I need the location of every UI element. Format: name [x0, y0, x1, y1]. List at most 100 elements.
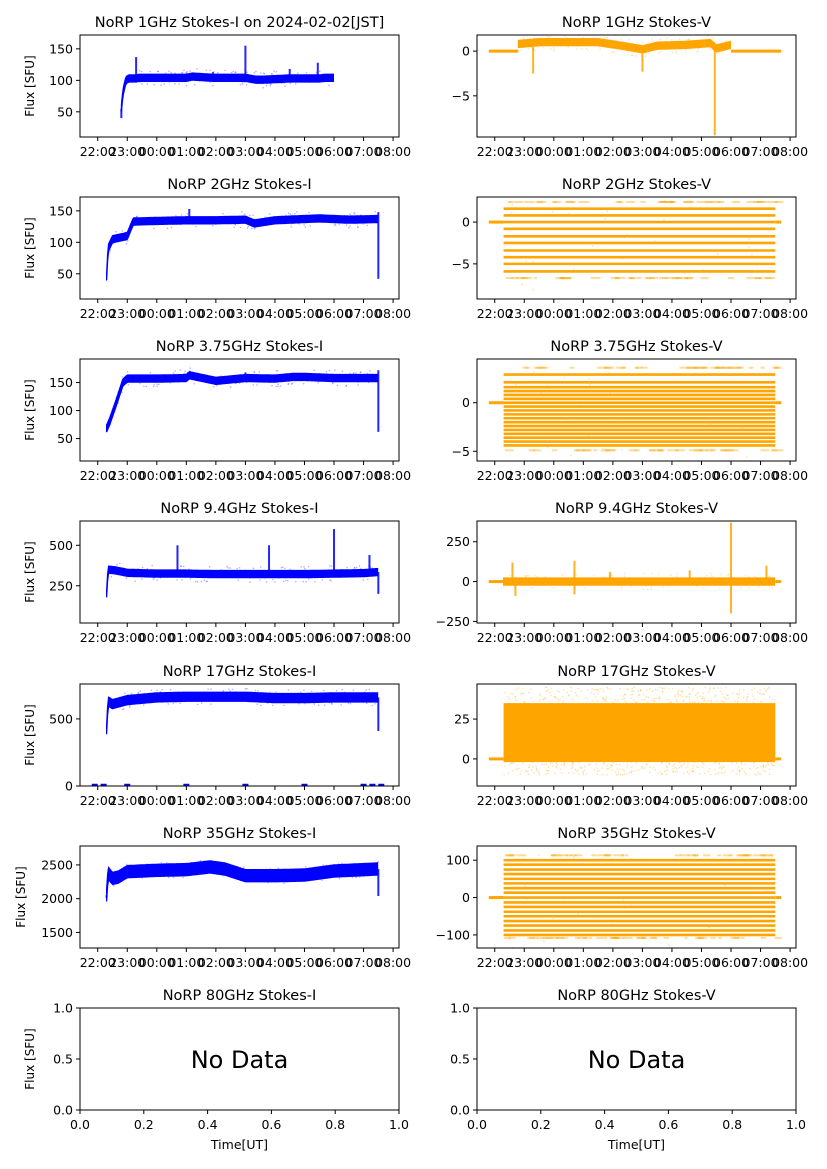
data-point — [124, 696, 127, 698]
data-point — [231, 219, 234, 221]
data-point — [233, 380, 235, 383]
x-axis-label: Time[UT] — [210, 1137, 268, 1152]
data-point — [241, 378, 244, 380]
data-point — [273, 70, 275, 72]
data-point — [246, 71, 248, 74]
data-point — [227, 567, 229, 569]
data-point — [251, 79, 253, 82]
data-point — [503, 773, 505, 776]
data-point — [701, 579, 703, 582]
data-point — [218, 873, 221, 876]
data-point — [563, 764, 565, 767]
data-point — [687, 762, 689, 765]
data-point — [559, 414, 562, 417]
data-point — [582, 36, 585, 39]
x-tick-label: 07:00 — [743, 306, 779, 321]
data-point — [549, 36, 551, 38]
x-tick-label: 07:00 — [743, 955, 779, 970]
data-point — [198, 221, 201, 223]
data-point — [759, 689, 762, 691]
data-point — [692, 767, 694, 770]
data-point — [703, 576, 705, 579]
data-point — [574, 768, 577, 771]
data-point — [691, 689, 694, 692]
data-point — [375, 867, 377, 869]
plot-area — [91, 687, 385, 786]
data-level-point — [672, 277, 679, 280]
data-point — [280, 566, 283, 569]
data-level-point — [610, 936, 619, 939]
data-point — [138, 377, 140, 379]
data-point — [676, 767, 678, 770]
data-level-point — [537, 936, 545, 939]
data-point — [123, 83, 126, 85]
data-point — [760, 773, 762, 776]
data-point — [249, 581, 251, 583]
data-point — [658, 697, 661, 700]
data-point — [159, 577, 162, 579]
data-point — [287, 689, 290, 691]
data-point — [115, 396, 118, 399]
data-point — [287, 78, 289, 80]
data-point — [203, 375, 206, 378]
data-point — [317, 80, 319, 83]
data-level-point — [596, 366, 608, 369]
data-point — [570, 454, 573, 456]
data-point — [674, 696, 677, 698]
data-point — [238, 382, 241, 385]
data-point — [514, 383, 517, 386]
data-point — [349, 868, 351, 871]
data-point — [230, 222, 232, 224]
x-tick-label: 0.4 — [595, 1117, 615, 1132]
data-point — [288, 380, 290, 383]
data-point — [329, 579, 331, 581]
data-point — [713, 41, 716, 43]
y-tick-label: 1.0 — [450, 1001, 470, 1016]
data-point — [170, 72, 173, 74]
data-point — [585, 773, 588, 776]
data-point — [767, 687, 769, 690]
x-tick-label: 0.6 — [261, 1117, 281, 1132]
data-point — [753, 698, 756, 700]
data-level-point — [746, 201, 755, 204]
data-point — [209, 69, 212, 72]
data-point — [693, 761, 696, 764]
data-point — [747, 587, 750, 589]
data-point — [645, 585, 648, 587]
data-point — [172, 702, 175, 705]
data-level-point — [505, 277, 514, 280]
data-point — [563, 897, 565, 900]
data-point — [142, 217, 145, 220]
data-point — [347, 873, 349, 876]
data-point — [227, 869, 229, 872]
plot-area — [488, 366, 784, 461]
data-point — [156, 689, 159, 692]
data-point — [608, 371, 611, 374]
data-point — [143, 385, 145, 388]
data-level-point — [569, 366, 575, 369]
data-point — [174, 218, 176, 221]
data-point — [344, 377, 347, 379]
chart-title: NoRP 1GHz Stokes-V — [562, 15, 711, 31]
data-point — [532, 700, 534, 703]
data-point — [196, 703, 199, 706]
data-point — [132, 381, 134, 384]
data-level-point — [558, 277, 565, 280]
data-point — [595, 580, 597, 582]
data-point — [696, 693, 698, 695]
data-point — [688, 773, 691, 775]
data-point — [772, 764, 775, 767]
data-point — [112, 882, 115, 885]
x-tick-label: 00:00 — [536, 793, 572, 808]
data-point — [189, 70, 191, 72]
data-point — [371, 704, 374, 707]
data-point — [553, 695, 556, 698]
data-point — [265, 84, 268, 87]
data-point — [535, 699, 537, 701]
data-point — [538, 774, 541, 776]
data-point — [243, 213, 246, 215]
data-point — [623, 575, 626, 578]
data-point — [148, 864, 151, 867]
data-point — [153, 227, 155, 230]
data-point — [174, 369, 177, 372]
